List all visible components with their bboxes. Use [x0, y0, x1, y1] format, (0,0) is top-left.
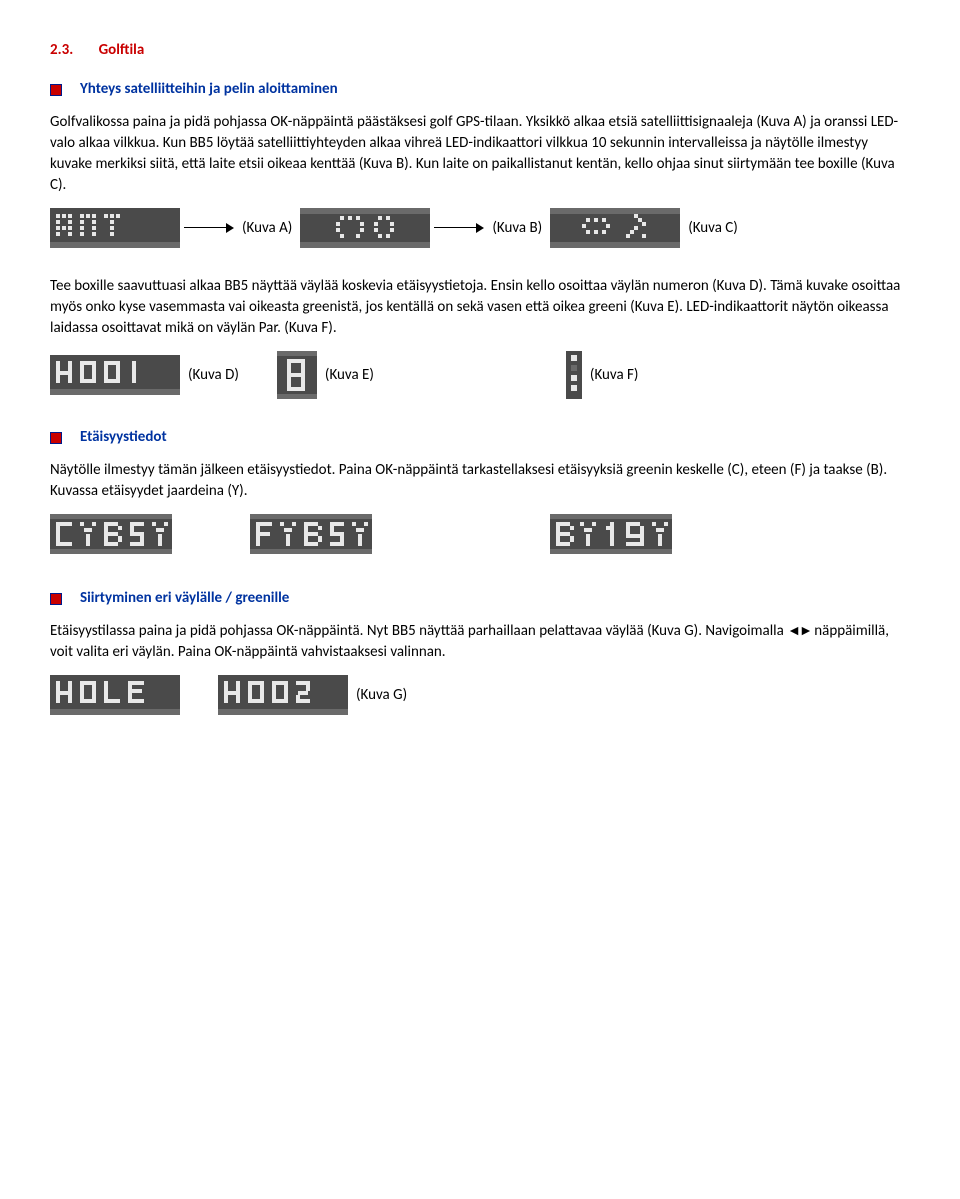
lcd-display-c	[550, 208, 680, 248]
image-row-distances	[50, 514, 910, 554]
sub1-title: Yhteys satelliitteihin ja pelin aloittam…	[80, 79, 338, 100]
section-number: 2.3.	[50, 41, 73, 59]
section-title: Golftila	[99, 41, 145, 59]
lcd-display-ho02	[218, 675, 348, 715]
lcd-display-f	[566, 351, 582, 399]
sub3-para-a: Etäisyystilassa paina ja pidä pohjassa O…	[50, 622, 787, 640]
sub1-para2: Tee boxille saavuttuasi alkaa BB5 näyttä…	[50, 276, 910, 339]
bullet-satellite-connection: Yhteys satelliitteihin ja pelin aloittam…	[50, 79, 910, 100]
caption-a: (Kuva A)	[242, 218, 292, 239]
caption-c: (Kuva C)	[688, 218, 738, 239]
lcd-display-e	[277, 351, 317, 399]
caption-b: (Kuva B)	[492, 218, 542, 239]
caption-f: (Kuva F)	[590, 365, 639, 386]
sub1-para1: Golfvalikossa paina ja pidä pohjassa OK-…	[50, 112, 910, 196]
caption-d: (Kuva D)	[188, 365, 239, 386]
arrow-icon	[184, 223, 234, 233]
section-header: 2.3. Golftila	[50, 40, 910, 61]
lcd-display-distance-f	[250, 514, 372, 554]
sub3-para: Etäisyystilassa paina ja pidä pohjassa O…	[50, 621, 910, 663]
square-bullet-icon	[50, 432, 62, 444]
lcd-display-b	[300, 208, 430, 248]
square-bullet-icon	[50, 593, 62, 605]
nav-arrows-icon: ◄►	[787, 621, 811, 641]
lcd-display-distance-c	[50, 514, 172, 554]
sub2-title: Etäisyystiedot	[80, 427, 167, 448]
lcd-display-distance-b	[550, 514, 672, 554]
image-row-g: (Kuva G)	[50, 675, 910, 715]
square-bullet-icon	[50, 84, 62, 96]
caption-g: (Kuva G)	[356, 685, 407, 706]
lcd-display-a	[50, 208, 180, 248]
image-row-def: (Kuva D) (Kuva E) (Kuva F)	[50, 351, 910, 399]
arrow-icon	[434, 223, 484, 233]
lcd-display-d	[50, 355, 180, 395]
bullet-change-fairway: Siirtyminen eri väylälle / greenille	[50, 588, 910, 609]
sub2-para: Näytölle ilmestyy tämän jälkeen etäisyys…	[50, 460, 910, 502]
bullet-distance-info: Etäisyystiedot	[50, 427, 910, 448]
caption-e: (Kuva E)	[325, 365, 374, 386]
sub3-title: Siirtyminen eri väylälle / greenille	[80, 588, 289, 609]
image-row-abc: (Kuva A) (Kuva B) (Kuva C)	[50, 208, 910, 248]
lcd-display-hole	[50, 675, 180, 715]
